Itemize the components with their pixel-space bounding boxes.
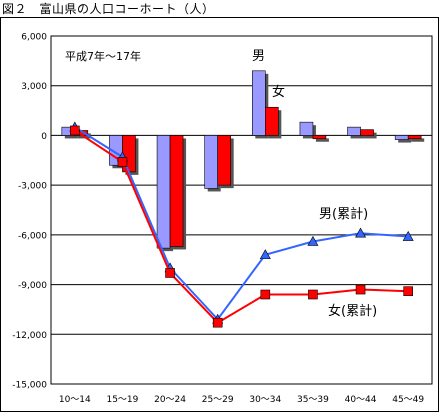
- y-tick-label: -3,000: [18, 182, 47, 192]
- series-label: 女: [272, 84, 285, 100]
- cohort-chart: 6,000 3,000 0 -3,000 -6,000 -9,000 -12,000 -15,…: [12, 33, 433, 405]
- line-point: [165, 268, 175, 278]
- y-tick-label: -9,000: [18, 281, 47, 291]
- bar: [265, 106, 279, 136]
- bar: [156, 135, 171, 249]
- bar: [299, 121, 314, 136]
- bar-shadow: [411, 138, 425, 142]
- x-tick-label: 40～44: [345, 395, 377, 405]
- x-tick-label: 10～14: [59, 395, 91, 405]
- bar-shadow: [398, 138, 412, 143]
- x-tick-label: 15～19: [106, 395, 138, 405]
- bar: [312, 135, 327, 140]
- x-tick-label: 35～39: [297, 395, 329, 405]
- line-point: [259, 249, 271, 260]
- y-tick-label: -15,000: [12, 381, 47, 391]
- line-point: [403, 286, 413, 297]
- y-tick-label: -6,000: [18, 231, 47, 241]
- line-point: [402, 230, 414, 241]
- line-point: [260, 289, 271, 300]
- line-point: [308, 289, 318, 300]
- y-tick-label: -12,000: [12, 331, 47, 341]
- bar: [360, 129, 374, 136]
- plot-frame: [50, 35, 433, 385]
- line-point: [70, 125, 80, 136]
- line-point: [307, 235, 319, 246]
- y-tick-label: 0: [41, 132, 47, 142]
- x-tick-label: 45～49: [392, 395, 424, 405]
- line-point: [355, 284, 366, 295]
- line-point: [117, 157, 128, 167]
- chart-container: 6,000 3,000 0 -3,000 -6,000 -9,000 -12,000 -15,…: [0, 17, 439, 412]
- series-label: 男: [252, 49, 265, 64]
- chart-subtitle: 平成7年～17年: [65, 49, 141, 63]
- bar: [347, 126, 361, 136]
- x-tick-label: 25～29: [202, 395, 234, 405]
- series-line: [74, 129, 409, 324]
- line-point: [355, 227, 367, 238]
- y-tick-label: 6,000: [21, 33, 47, 43]
- figure-title: 図２ 富山県の人口コーホート（人）: [2, 2, 215, 16]
- line-point: [212, 317, 223, 328]
- x-tick-label: 20～24: [154, 395, 186, 405]
- bar: [217, 135, 231, 186]
- y-tick-label: 3,000: [21, 82, 47, 92]
- series-label: 女(累計): [328, 303, 377, 319]
- x-tick-label: 30～34: [249, 395, 281, 405]
- series-label: 男(累計): [319, 206, 368, 222]
- bar: [204, 135, 218, 189]
- series-line: [74, 126, 409, 321]
- bar: [407, 135, 422, 140]
- bar-shadow: [315, 138, 329, 142]
- bar: [394, 135, 409, 140]
- bar: [252, 70, 266, 136]
- bar: [169, 135, 184, 247]
